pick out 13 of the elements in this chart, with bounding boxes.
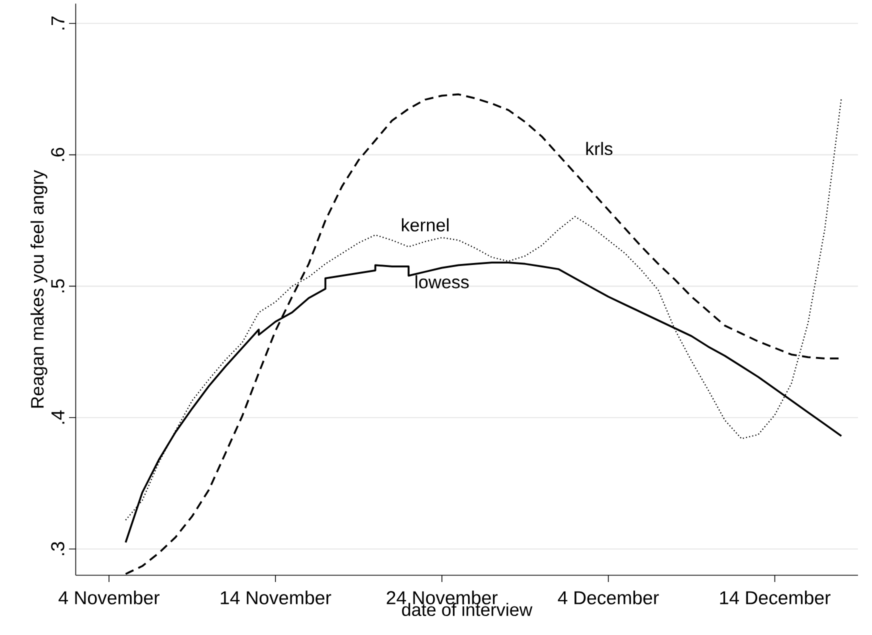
y-axis-title: Reagan makes you feel angry	[30, 170, 48, 408]
y-tick-label: .7	[51, 16, 64, 30]
y-tick-label: .6	[51, 148, 64, 161]
x-tick-label: 4 December	[558, 590, 659, 604]
series-label: lowess	[416, 275, 469, 288]
y-tick-label: .3	[51, 542, 64, 556]
y-tick-label: .5	[51, 279, 64, 292]
series-label: krls	[586, 142, 612, 156]
x-tick-label: 14 November	[220, 590, 332, 604]
x-tick-label: 4 November	[58, 590, 160, 604]
series-label: kernel	[402, 218, 449, 232]
x-tick-label: 14 December	[720, 590, 830, 604]
y-tick-label: .4	[51, 410, 64, 424]
